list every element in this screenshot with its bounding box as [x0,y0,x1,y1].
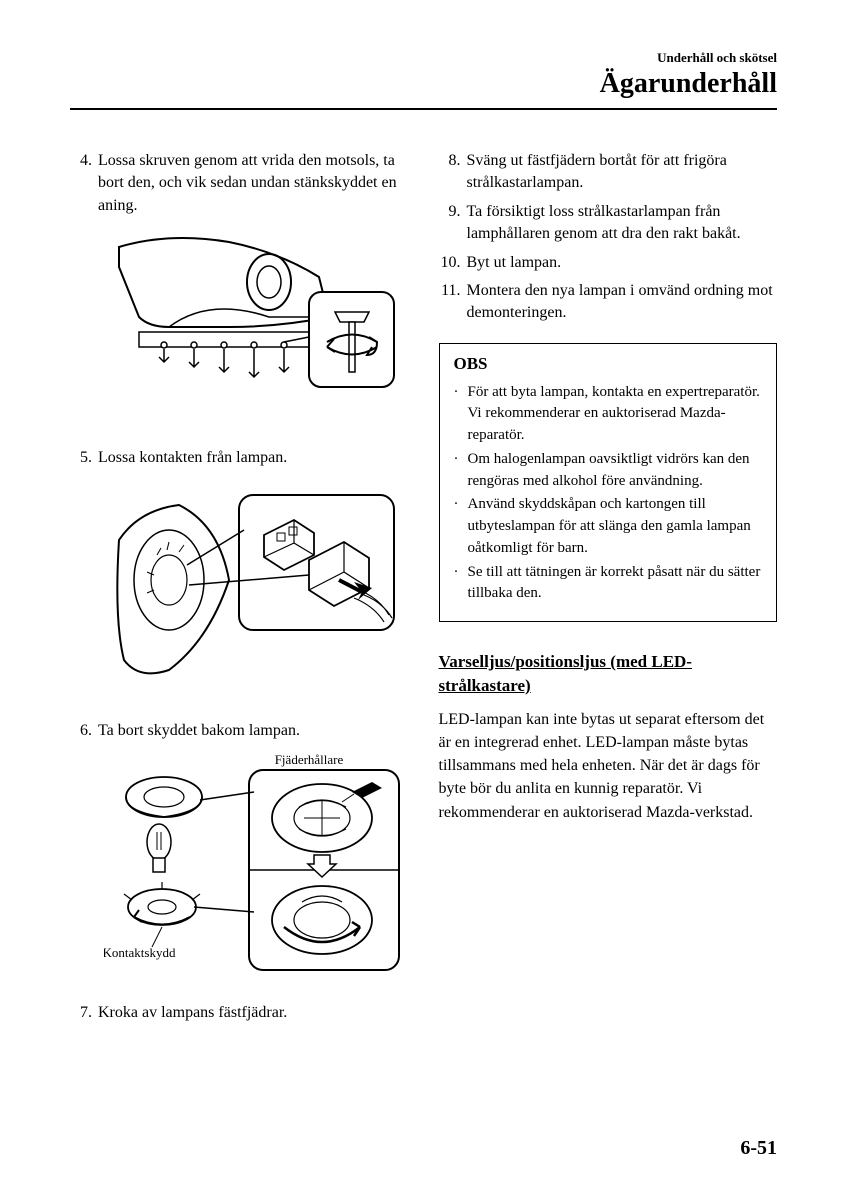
step-text: Lossa skruven genom att vrida den motsol… [98,150,409,217]
obs-text: Om halogenlampan oavsiktligt vidrörs kan… [468,449,763,493]
step-number: 11. [439,280,467,325]
obs-item: · För att byta lampan, kontakta en exper… [454,382,763,447]
figure-label-fjaderhallare: Fjäderhållare [275,752,344,767]
step-10: 10. Byt ut lampan. [439,252,778,274]
step-number: 6. [70,720,98,742]
step-text: Sväng ut fästfjädern bortåt för att frig… [467,150,778,195]
header-rule [70,108,777,110]
obs-item: · Om halogenlampan oavsiktligt vidrörs k… [454,449,763,493]
page-number: 6-51 [740,1137,777,1160]
step-text: Byt ut lampan. [467,252,778,274]
step-text: Ta bort skyddet bakom lampan. [98,720,409,742]
step-text: Kroka av lampans fästfjädrar. [98,1002,409,1024]
step-number: 10. [439,252,467,274]
step-number: 7. [70,1002,98,1024]
step-number: 9. [439,201,467,246]
step-number: 4. [70,150,98,217]
step-number: 5. [70,447,98,469]
step-7: 7. Kroka av lampans fästfjädrar. [70,1002,409,1024]
left-column: 4. Lossa skruven genom att vrida den mot… [70,150,409,1030]
obs-title: OBS [454,354,763,374]
step-text: Ta försiktigt loss strålkastarlampan frå… [467,201,778,246]
subsection-body: LED-lampan kan inte bytas ut separat eft… [439,708,778,824]
bullet-icon: · [454,449,468,493]
step-8: 8. Sväng ut fästfjädern bortåt för att f… [439,150,778,195]
bullet-icon: · [454,562,468,606]
chapter-label: Underhåll och skötsel [70,50,777,66]
obs-text: Använd skyddskåpan och kartongen till ut… [468,494,763,559]
step-4: 4. Lossa skruven genom att vrida den mot… [70,150,409,217]
step-6: 6. Ta bort skyddet bakom lampan. [70,720,409,742]
right-column: 8. Sväng ut fästfjädern bortåt för att f… [439,150,778,1030]
obs-text: Se till att tätningen är korrekt påsatt … [468,562,763,606]
step-9: 9. Ta försiktigt loss strålkastarlampan … [439,201,778,246]
step-text: Montera den nya lampan i omvänd ordning … [467,280,778,325]
step-11: 11. Montera den nya lampan i omvänd ordn… [439,280,778,325]
figure-1-splash-guard [100,227,409,427]
subsection-title: Varselljus/positionsljus (med LED-strålk… [439,650,778,698]
section-title: Ägarunderhåll [70,68,777,100]
obs-item: · Se till att tätningen är korrekt påsat… [454,562,763,606]
figure-3-cover-removal: Fjäderhållare Kontaktskydd [100,752,409,982]
bullet-icon: · [454,382,468,447]
step-5: 5. Lossa kontakten från lampan. [70,447,409,469]
step-text: Lossa kontakten från lampan. [98,447,409,469]
figure-2-connector [100,480,409,700]
obs-text: För att byta lampan, kontakta en expertr… [468,382,763,447]
obs-box: OBS · För att byta lampan, kontakta en e… [439,343,778,623]
figure-label-kontaktskydd: Kontaktskydd [104,945,176,960]
step-number: 8. [439,150,467,195]
obs-item: · Använd skyddskåpan och kartongen till … [454,494,763,559]
bullet-icon: · [454,494,468,559]
